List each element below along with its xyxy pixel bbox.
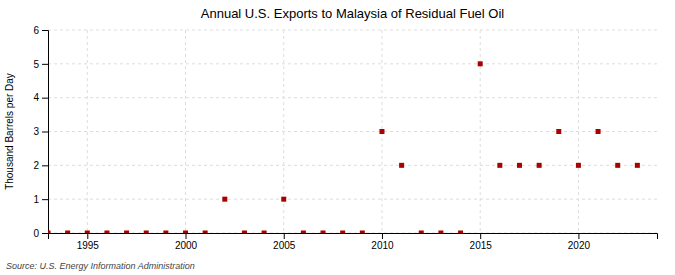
point (163, 231, 168, 234)
tick-label: 1 (33, 194, 39, 205)
grid-line (48, 131, 657, 132)
point (104, 231, 109, 234)
point (635, 163, 640, 168)
tick-mark (578, 233, 579, 239)
grid-line (48, 63, 657, 64)
grid-line (185, 30, 186, 233)
grid-line (283, 30, 284, 233)
point (124, 231, 129, 234)
title: Annual U.S. Exports to Malaysia of Resid… (201, 6, 505, 21)
point (321, 231, 326, 234)
point (419, 231, 424, 234)
tick-label: 2010 (371, 240, 394, 251)
grid-line (87, 30, 88, 233)
point (85, 231, 90, 234)
tick: 2020 (568, 233, 591, 251)
annotation: Source: U.S. Energy Information Administ… (6, 261, 195, 271)
point (438, 231, 443, 234)
tick: 1995 (77, 233, 100, 251)
point (242, 231, 247, 234)
points (48, 61, 640, 233)
tick-label: 1995 (77, 240, 100, 251)
tick: 3 (33, 126, 48, 137)
grid (48, 30, 657, 233)
point (183, 231, 188, 234)
point (203, 231, 208, 234)
tick-label: 2015 (470, 240, 493, 251)
tick: 2010 (371, 233, 394, 251)
tick-label: 2000 (175, 240, 198, 251)
tick-label: 2020 (568, 240, 591, 251)
tick-mark (42, 233, 48, 234)
point (281, 197, 286, 202)
point (556, 129, 561, 134)
tick-label: 2005 (273, 240, 296, 251)
point (458, 231, 463, 234)
y-axis-label: Thousand Barrels per Day (4, 73, 15, 190)
tick-mark (42, 199, 48, 200)
tick: 5 (33, 59, 48, 70)
grid-line (48, 97, 657, 98)
axis-line (42, 31, 49, 234)
point (497, 163, 502, 168)
point (399, 163, 404, 168)
tick-mark (42, 165, 48, 166)
tick-mark (42, 64, 48, 65)
tick-label: 6 (33, 25, 39, 36)
y-axis: 0 1 2 3 4 5 6 (33, 25, 48, 239)
point (48, 231, 51, 234)
point (517, 163, 522, 168)
point (144, 231, 149, 234)
tick-mark (284, 233, 285, 239)
point (360, 231, 365, 234)
tick: 2015 (470, 233, 493, 251)
tick: 0 (33, 228, 48, 239)
tick-mark (87, 233, 88, 239)
point (65, 231, 70, 234)
point (576, 163, 581, 168)
point (537, 163, 542, 168)
point (478, 61, 483, 66)
axis-line (49, 234, 658, 240)
tick-label: 3 (33, 126, 39, 137)
x-axis: 1995 2000 2005 2010 2015 2020 (49, 233, 658, 251)
grid-line (48, 30, 657, 31)
tick-label: 0 (33, 228, 39, 239)
tick-mark (480, 233, 481, 239)
tick: 2005 (273, 233, 296, 251)
grid-line (480, 30, 481, 233)
grid-line (578, 30, 579, 233)
tick: 1 (33, 194, 48, 205)
tick-mark (382, 233, 383, 239)
tick: 6 (33, 25, 48, 36)
tick: 2 (33, 160, 48, 171)
point (262, 231, 267, 234)
tick-label: 5 (33, 59, 39, 70)
grid-line (48, 165, 657, 166)
grid-line (48, 199, 657, 200)
tick-mark (42, 132, 48, 133)
tick-label: 4 (33, 92, 39, 103)
tick-mark (186, 233, 187, 239)
tick-label: 2 (33, 160, 39, 171)
point (222, 197, 227, 202)
chart: 1995 2000 2005 2010 2015 2020 0 1 2 3 4 5 6 Annual U.… (0, 0, 675, 275)
point (379, 129, 384, 134)
point (615, 163, 620, 168)
tick: 2000 (175, 233, 198, 251)
point (596, 129, 601, 134)
plot-area: 1995 2000 2005 2010 2015 2020 0 1 2 3 4 5 6 (33, 25, 657, 251)
tick: 4 (33, 92, 48, 103)
point (340, 231, 345, 234)
tick-mark (42, 98, 48, 99)
point (301, 231, 306, 234)
tick-mark (42, 30, 48, 31)
